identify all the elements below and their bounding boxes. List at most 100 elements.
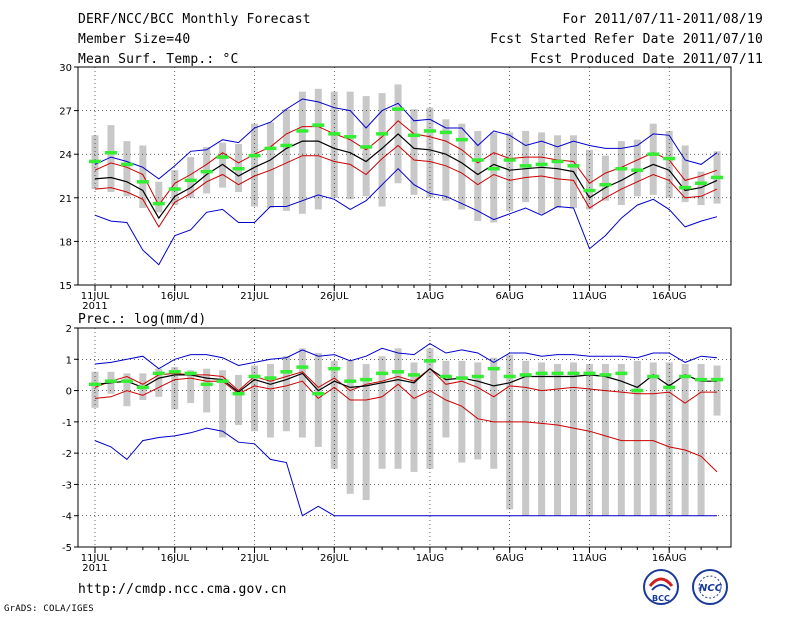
- spread-bar: [442, 119, 450, 201]
- fcst-started-date: Fcst Started Refer Date 2011/07/10: [490, 32, 763, 47]
- spread-bar: [713, 365, 721, 416]
- spread-bar: [617, 363, 625, 516]
- series-mean-line: [94, 133, 718, 220]
- x-tick-label: 21JUL: [240, 553, 269, 564]
- x-tick-label: 26JUL: [320, 291, 349, 302]
- spread-bar: [187, 157, 195, 198]
- spread-bar: [394, 348, 402, 469]
- series-max-line: [94, 167, 718, 266]
- y-tick-label: -1: [62, 418, 72, 429]
- spread-bar: [155, 368, 163, 397]
- x-tick-label: 16JUL: [160, 291, 189, 302]
- ncc-logo-icon: NCC: [692, 569, 728, 605]
- spread-bar: [266, 363, 274, 438]
- source-url: http://cmdp.ncc.cma.gov.cn: [78, 582, 287, 597]
- y-tick-label: -3: [62, 480, 72, 491]
- x-tick-label: 21JUL: [240, 291, 269, 302]
- series-mean-line: [94, 367, 717, 393]
- fcst-produced-date: Fcst Produced Date 2011/07/11: [530, 52, 763, 67]
- agency-logos: BCC NCC: [643, 569, 728, 605]
- spread-bar: [123, 373, 131, 407]
- spread-bar: [330, 360, 338, 469]
- spread-bar: [681, 145, 689, 203]
- spread-bar: [282, 356, 290, 432]
- spread-bar: [314, 353, 322, 447]
- spread-bar: [235, 374, 243, 425]
- spread-bar: [697, 363, 705, 516]
- y-tick-label: -2: [62, 449, 72, 460]
- spread-bar: [298, 91, 306, 214]
- spread-bar: [346, 360, 354, 494]
- spread-bar: [474, 362, 482, 460]
- spread-bar: [219, 370, 227, 438]
- x-tick-label: 16AUG: [652, 553, 687, 564]
- y-tick-label: -4: [62, 512, 72, 523]
- spread-bar: [330, 91, 338, 198]
- spread-bar: [665, 130, 673, 198]
- spread-bar: [633, 360, 641, 516]
- series-p-low-line: [94, 144, 718, 228]
- plot-frame: [77, 327, 732, 548]
- spread-bar: [346, 91, 354, 200]
- spread-bar: [490, 132, 498, 223]
- spread-bar: [474, 130, 482, 222]
- spread-bar: [554, 363, 562, 516]
- spread-bar: [378, 93, 386, 207]
- y-tick-label: 2: [66, 324, 72, 335]
- series-p-low-line: [94, 377, 718, 473]
- spread-bar: [107, 125, 115, 192]
- spread-bar: [362, 363, 370, 501]
- spread-bar: [139, 145, 147, 208]
- variable-label: Mean Surf. Temp.: °C: [78, 52, 239, 67]
- spread-bar: [378, 356, 386, 469]
- spread-bar: [649, 123, 657, 195]
- spread-bar: [442, 360, 450, 438]
- forecast-period: For 2011/07/11-2011/08/19: [562, 12, 763, 27]
- x-tick-label: 6AUG: [496, 553, 524, 564]
- grads-credit: GrADS: COLA/IGES: [4, 604, 94, 614]
- spread-bar: [314, 88, 322, 210]
- spread-bar: [601, 363, 609, 516]
- spread-bar: [585, 363, 593, 516]
- x-tick-label: 11AUG: [572, 553, 607, 564]
- x-tick-label: 11JUL: [81, 553, 110, 564]
- y-tick-label: 21: [59, 194, 72, 205]
- spread-bar: [187, 370, 195, 404]
- spread-bar: [251, 365, 258, 432]
- x-tick-label: 6AUG: [496, 291, 524, 302]
- spread-bar: [538, 132, 546, 214]
- y-tick-label: 27: [59, 107, 72, 118]
- spread-bar: [410, 362, 418, 472]
- series-min-line: [94, 98, 718, 180]
- spread-bar: [266, 122, 274, 208]
- spread-bar: [665, 362, 673, 516]
- spread-bar: [458, 123, 466, 210]
- y-tick-label: 18: [59, 237, 72, 248]
- spread-bar: [251, 123, 258, 207]
- y-tick-label: 24: [59, 150, 72, 161]
- spread-bar: [538, 362, 546, 516]
- y-tick-label: 30: [59, 63, 72, 74]
- x-tick-label: 26JUL: [320, 553, 349, 564]
- x-tick-year: 2011: [82, 563, 107, 574]
- spread-bar: [522, 360, 530, 516]
- series-min-line: [94, 427, 717, 517]
- spread-bar: [410, 109, 418, 195]
- bcc-logo-text: BCC: [652, 594, 670, 603]
- ncc-logo-text: NCC: [699, 583, 723, 594]
- series-max-line: [94, 343, 718, 370]
- member-size: Member Size=40: [78, 32, 191, 47]
- spread-bar: [570, 362, 577, 516]
- precip-label: Prec.: log(mm/d): [78, 312, 207, 327]
- spread-bar: [697, 171, 705, 206]
- series-p-high-line: [94, 120, 718, 207]
- spread-bar: [554, 135, 562, 208]
- spread-bar: [123, 141, 131, 197]
- spread-bar: [617, 141, 625, 206]
- y-tick-label: 1: [66, 355, 72, 366]
- plot-frame: [77, 66, 732, 286]
- spread-bar: [298, 348, 306, 438]
